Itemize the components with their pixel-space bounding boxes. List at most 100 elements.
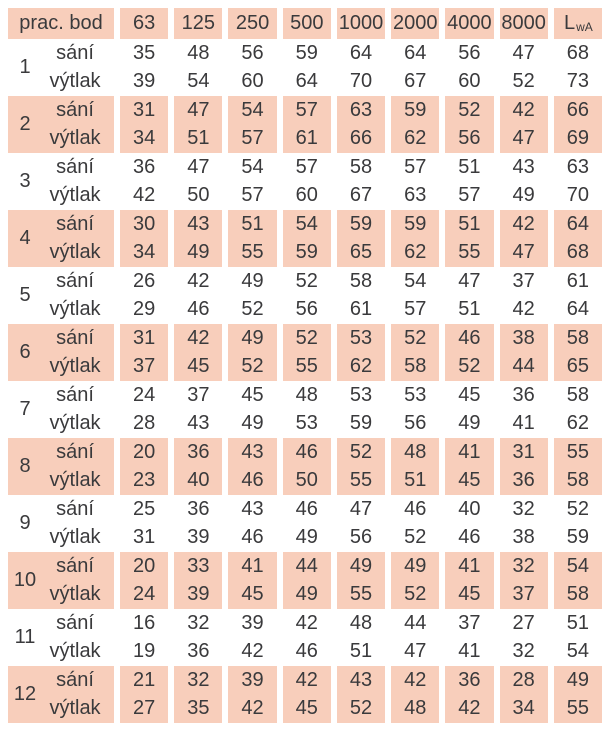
table-group: 9 sání výtlak 25 31 36 39 43 46 46 49 47 56 46 52 40… [8, 495, 602, 552]
group-row-labels: sání výtlak [42, 552, 114, 609]
sani-value: 64 [566, 212, 589, 235]
sani-value: 28 [512, 668, 535, 691]
table-body: 1 sání výtlak 35 39 48 54 56 60 59 64 64 70 64 67 56… [8, 39, 602, 723]
row-label-vytlak: výtlak [49, 241, 101, 264]
data-column: 49 55 [553, 666, 602, 723]
data-column: 43 52 [336, 666, 386, 723]
sani-value: 52 [566, 497, 589, 520]
vytlak-value: 54 [566, 640, 589, 663]
data-column: 63 70 [554, 153, 602, 210]
data-column: 36 42 [120, 153, 168, 210]
row-label-vytlak: výtlak [49, 70, 101, 93]
vytlak-value: 42 [241, 640, 264, 663]
sani-value: 46 [295, 497, 318, 520]
sani-value: 53 [349, 326, 373, 349]
group-label-block: 5 sání výtlak [8, 267, 114, 324]
group-label-block: 4 sání výtlak [8, 210, 114, 267]
data-column: 21 27 [120, 666, 169, 723]
vytlak-value: 48 [404, 697, 427, 720]
sani-value: 51 [458, 212, 481, 235]
sani-value: 63 [349, 98, 373, 121]
data-column: 53 59 [337, 381, 385, 438]
vytlak-value: 36 [512, 469, 535, 492]
sani-value: 45 [241, 383, 264, 406]
data-column: 33 39 [174, 552, 223, 609]
data-column: 54 57 [391, 267, 439, 324]
sani-value: 43 [241, 440, 264, 463]
data-column: 30 34 [120, 210, 169, 267]
data-column: 41 45 [445, 438, 494, 495]
row-label-vytlak: výtlak [49, 469, 101, 492]
vytlak-value: 40 [187, 469, 210, 492]
group-row-labels: sání výtlak [42, 210, 114, 267]
sani-value: 42 [404, 668, 427, 691]
sani-value: 44 [295, 554, 318, 577]
sani-value: 58 [566, 383, 589, 406]
sani-value: 64 [349, 41, 373, 64]
vytlak-value: 59 [349, 412, 373, 435]
data-column: 57 61 [282, 96, 331, 153]
table-header-row: prac. bod 63 125 250 500 1000 2000 4000 … [8, 8, 602, 39]
vytlak-value: 56 [295, 298, 318, 321]
vytlak-value: 61 [295, 127, 318, 150]
sani-value: 32 [512, 497, 535, 520]
vytlak-value: 64 [566, 298, 589, 321]
vytlak-value: 57 [241, 127, 264, 150]
data-column: 56 60 [228, 39, 276, 96]
row-label-sani: sání [56, 326, 94, 349]
group-row-labels: sání výtlak [42, 324, 114, 381]
data-column: 39 42 [228, 609, 276, 666]
vytlak-value: 58 [566, 469, 589, 492]
data-column: 25 31 [120, 495, 168, 552]
vytlak-value: 52 [349, 697, 373, 720]
data-column: 42 45 [174, 324, 223, 381]
data-column: 45 49 [228, 381, 276, 438]
vytlak-value: 46 [187, 298, 210, 321]
vytlak-value: 45 [295, 697, 318, 720]
data-column: 66 69 [553, 96, 602, 153]
data-column: 16 19 [120, 609, 168, 666]
sani-value: 58 [566, 326, 589, 349]
group-label-block: 6 sání výtlak [8, 324, 114, 381]
data-column: 42 46 [283, 609, 331, 666]
data-column: 43 49 [174, 210, 223, 267]
vytlak-value: 45 [458, 583, 481, 606]
vytlak-value: 28 [132, 412, 156, 435]
vytlak-value: 47 [404, 640, 427, 663]
group-label-block: 2 sání výtlak [8, 96, 114, 153]
vytlak-value: 39 [187, 583, 210, 606]
sani-value: 31 [132, 326, 156, 349]
sani-value: 36 [512, 383, 535, 406]
data-column: 51 57 [445, 153, 493, 210]
vytlak-value: 62 [404, 241, 427, 264]
data-column: 44 49 [282, 552, 331, 609]
data-column: 49 55 [336, 552, 386, 609]
header-freq-8000: 8000 [499, 8, 548, 39]
vytlak-value: 68 [566, 241, 589, 264]
sani-value: 42 [512, 98, 535, 121]
data-column: 68 73 [554, 39, 602, 96]
header-freq-2000: 2000 [391, 8, 440, 39]
sani-value: 42 [187, 269, 210, 292]
vytlak-value: 56 [458, 127, 481, 150]
sani-value: 53 [404, 383, 427, 406]
data-column: 47 52 [500, 39, 548, 96]
sani-value: 54 [241, 98, 264, 121]
vytlak-value: 64 [295, 70, 318, 93]
vytlak-value: 41 [458, 640, 481, 663]
sani-value: 42 [187, 326, 210, 349]
data-column: 42 45 [282, 666, 331, 723]
sani-value: 24 [132, 383, 156, 406]
row-label-sani: sání [56, 440, 94, 463]
sani-value: 37 [512, 269, 535, 292]
vytlak-value: 46 [295, 640, 318, 663]
data-column: 58 61 [337, 267, 385, 324]
data-column: 52 59 [554, 495, 602, 552]
data-column: 48 51 [391, 438, 440, 495]
vytlak-value: 44 [512, 355, 535, 378]
vytlak-value: 66 [349, 127, 373, 150]
vytlak-value: 42 [132, 184, 156, 207]
sani-value: 36 [187, 440, 210, 463]
